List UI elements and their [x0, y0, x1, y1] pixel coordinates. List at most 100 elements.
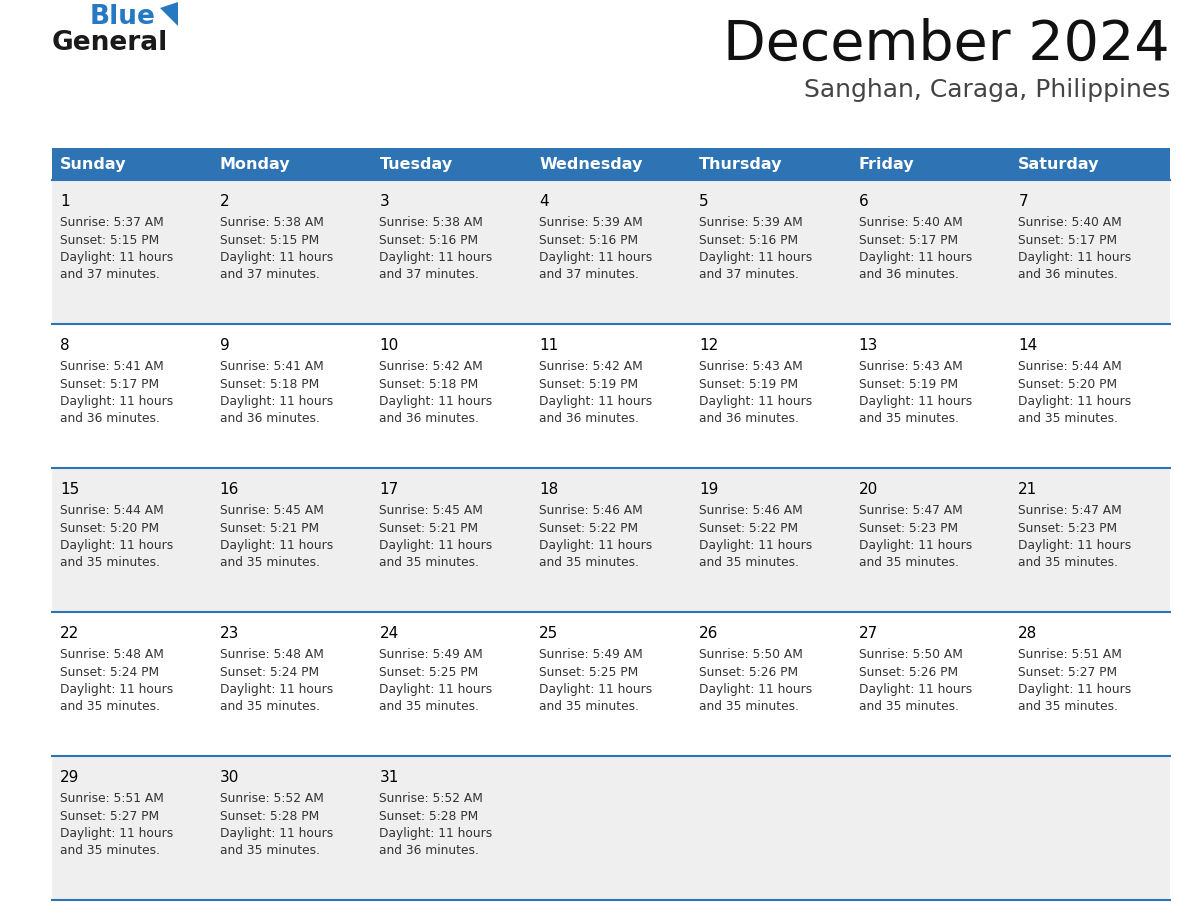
Text: Daylight: 11 hours: Daylight: 11 hours — [699, 395, 813, 408]
Text: Tuesday: Tuesday — [379, 156, 453, 172]
Text: Daylight: 11 hours: Daylight: 11 hours — [220, 683, 333, 696]
Text: 1: 1 — [61, 194, 70, 209]
Text: 18: 18 — [539, 482, 558, 497]
Text: and 36 minutes.: and 36 minutes. — [1018, 268, 1118, 282]
Text: Sunrise: 5:37 AM: Sunrise: 5:37 AM — [61, 216, 164, 229]
Text: Daylight: 11 hours: Daylight: 11 hours — [1018, 539, 1131, 552]
Text: and 35 minutes.: and 35 minutes. — [859, 700, 959, 713]
Text: and 35 minutes.: and 35 minutes. — [539, 700, 639, 713]
Text: and 37 minutes.: and 37 minutes. — [539, 268, 639, 282]
Text: Sunset: 5:28 PM: Sunset: 5:28 PM — [379, 810, 479, 823]
Text: Sunset: 5:28 PM: Sunset: 5:28 PM — [220, 810, 318, 823]
Text: Sunset: 5:25 PM: Sunset: 5:25 PM — [379, 666, 479, 678]
Text: 16: 16 — [220, 482, 239, 497]
Text: Friday: Friday — [859, 156, 915, 172]
Text: Sunset: 5:27 PM: Sunset: 5:27 PM — [1018, 666, 1118, 678]
Text: Sunrise: 5:41 AM: Sunrise: 5:41 AM — [61, 360, 164, 373]
Text: Sunset: 5:19 PM: Sunset: 5:19 PM — [539, 377, 638, 390]
Text: General: General — [52, 30, 169, 56]
Text: 2: 2 — [220, 194, 229, 209]
Text: and 36 minutes.: and 36 minutes. — [539, 412, 639, 426]
Text: 22: 22 — [61, 626, 80, 641]
Text: 12: 12 — [699, 338, 718, 353]
Text: Daylight: 11 hours: Daylight: 11 hours — [859, 251, 972, 264]
Text: Sunrise: 5:51 AM: Sunrise: 5:51 AM — [1018, 648, 1123, 661]
Text: 4: 4 — [539, 194, 549, 209]
Text: 3: 3 — [379, 194, 390, 209]
Text: Sunset: 5:15 PM: Sunset: 5:15 PM — [61, 233, 159, 247]
Text: Daylight: 11 hours: Daylight: 11 hours — [220, 395, 333, 408]
Bar — [52, 756, 1170, 900]
Text: 25: 25 — [539, 626, 558, 641]
Text: 31: 31 — [379, 770, 399, 785]
Bar — [52, 148, 1170, 180]
Text: and 36 minutes.: and 36 minutes. — [699, 412, 798, 426]
Text: 5: 5 — [699, 194, 708, 209]
Text: and 37 minutes.: and 37 minutes. — [220, 268, 320, 282]
Text: and 35 minutes.: and 35 minutes. — [1018, 556, 1118, 569]
Text: Sunset: 5:15 PM: Sunset: 5:15 PM — [220, 233, 318, 247]
Text: 13: 13 — [859, 338, 878, 353]
Text: Sunrise: 5:46 AM: Sunrise: 5:46 AM — [539, 504, 643, 517]
Text: Sunrise: 5:40 AM: Sunrise: 5:40 AM — [1018, 216, 1121, 229]
Text: and 37 minutes.: and 37 minutes. — [61, 268, 160, 282]
Bar — [52, 324, 1170, 468]
Text: Daylight: 11 hours: Daylight: 11 hours — [539, 539, 652, 552]
Text: 10: 10 — [379, 338, 399, 353]
Text: Daylight: 11 hours: Daylight: 11 hours — [699, 251, 813, 264]
Text: Sunrise: 5:40 AM: Sunrise: 5:40 AM — [859, 216, 962, 229]
Text: Sunrise: 5:44 AM: Sunrise: 5:44 AM — [1018, 360, 1121, 373]
Text: Sunset: 5:26 PM: Sunset: 5:26 PM — [699, 666, 798, 678]
Text: Sunday: Sunday — [61, 156, 126, 172]
Text: and 35 minutes.: and 35 minutes. — [61, 700, 160, 713]
Text: Daylight: 11 hours: Daylight: 11 hours — [220, 827, 333, 840]
Text: 20: 20 — [859, 482, 878, 497]
Text: Daylight: 11 hours: Daylight: 11 hours — [859, 683, 972, 696]
Text: Daylight: 11 hours: Daylight: 11 hours — [539, 251, 652, 264]
Text: Sunrise: 5:50 AM: Sunrise: 5:50 AM — [859, 648, 962, 661]
Text: Sunrise: 5:49 AM: Sunrise: 5:49 AM — [379, 648, 484, 661]
Text: Sunrise: 5:42 AM: Sunrise: 5:42 AM — [379, 360, 484, 373]
Text: Sunset: 5:17 PM: Sunset: 5:17 PM — [1018, 233, 1118, 247]
Text: Wednesday: Wednesday — [539, 156, 643, 172]
Text: Thursday: Thursday — [699, 156, 783, 172]
Text: Sunrise: 5:49 AM: Sunrise: 5:49 AM — [539, 648, 643, 661]
Text: Sunset: 5:17 PM: Sunset: 5:17 PM — [859, 233, 958, 247]
Text: Sunrise: 5:42 AM: Sunrise: 5:42 AM — [539, 360, 643, 373]
Polygon shape — [160, 2, 178, 26]
Text: Sunrise: 5:52 AM: Sunrise: 5:52 AM — [379, 792, 484, 805]
Text: Sunset: 5:26 PM: Sunset: 5:26 PM — [859, 666, 958, 678]
Text: Monday: Monday — [220, 156, 290, 172]
Text: Daylight: 11 hours: Daylight: 11 hours — [61, 395, 173, 408]
Text: Sunset: 5:21 PM: Sunset: 5:21 PM — [379, 521, 479, 534]
Text: and 35 minutes.: and 35 minutes. — [859, 412, 959, 426]
Text: 8: 8 — [61, 338, 70, 353]
Text: Sunset: 5:18 PM: Sunset: 5:18 PM — [379, 377, 479, 390]
Text: Daylight: 11 hours: Daylight: 11 hours — [379, 683, 493, 696]
Text: Sunset: 5:19 PM: Sunset: 5:19 PM — [699, 377, 798, 390]
Text: Sunset: 5:25 PM: Sunset: 5:25 PM — [539, 666, 638, 678]
Text: 29: 29 — [61, 770, 80, 785]
Text: and 36 minutes.: and 36 minutes. — [379, 845, 479, 857]
Text: Daylight: 11 hours: Daylight: 11 hours — [220, 539, 333, 552]
Text: Daylight: 11 hours: Daylight: 11 hours — [379, 395, 493, 408]
Text: Sunset: 5:20 PM: Sunset: 5:20 PM — [1018, 377, 1118, 390]
Text: Sunset: 5:22 PM: Sunset: 5:22 PM — [699, 521, 798, 534]
Text: Sunset: 5:23 PM: Sunset: 5:23 PM — [1018, 521, 1118, 534]
Text: Daylight: 11 hours: Daylight: 11 hours — [379, 251, 493, 264]
Text: Sunrise: 5:47 AM: Sunrise: 5:47 AM — [1018, 504, 1121, 517]
Text: 15: 15 — [61, 482, 80, 497]
Text: Sunset: 5:20 PM: Sunset: 5:20 PM — [61, 521, 159, 534]
Text: Sunset: 5:17 PM: Sunset: 5:17 PM — [61, 377, 159, 390]
Text: and 35 minutes.: and 35 minutes. — [1018, 700, 1118, 713]
Text: Sunset: 5:16 PM: Sunset: 5:16 PM — [379, 233, 479, 247]
Text: Daylight: 11 hours: Daylight: 11 hours — [379, 539, 493, 552]
Text: Sunrise: 5:43 AM: Sunrise: 5:43 AM — [859, 360, 962, 373]
Text: and 35 minutes.: and 35 minutes. — [220, 556, 320, 569]
Text: 28: 28 — [1018, 626, 1037, 641]
Text: and 36 minutes.: and 36 minutes. — [859, 268, 959, 282]
Text: Daylight: 11 hours: Daylight: 11 hours — [61, 827, 173, 840]
Text: and 36 minutes.: and 36 minutes. — [61, 412, 160, 426]
Text: 30: 30 — [220, 770, 239, 785]
Text: Daylight: 11 hours: Daylight: 11 hours — [61, 539, 173, 552]
